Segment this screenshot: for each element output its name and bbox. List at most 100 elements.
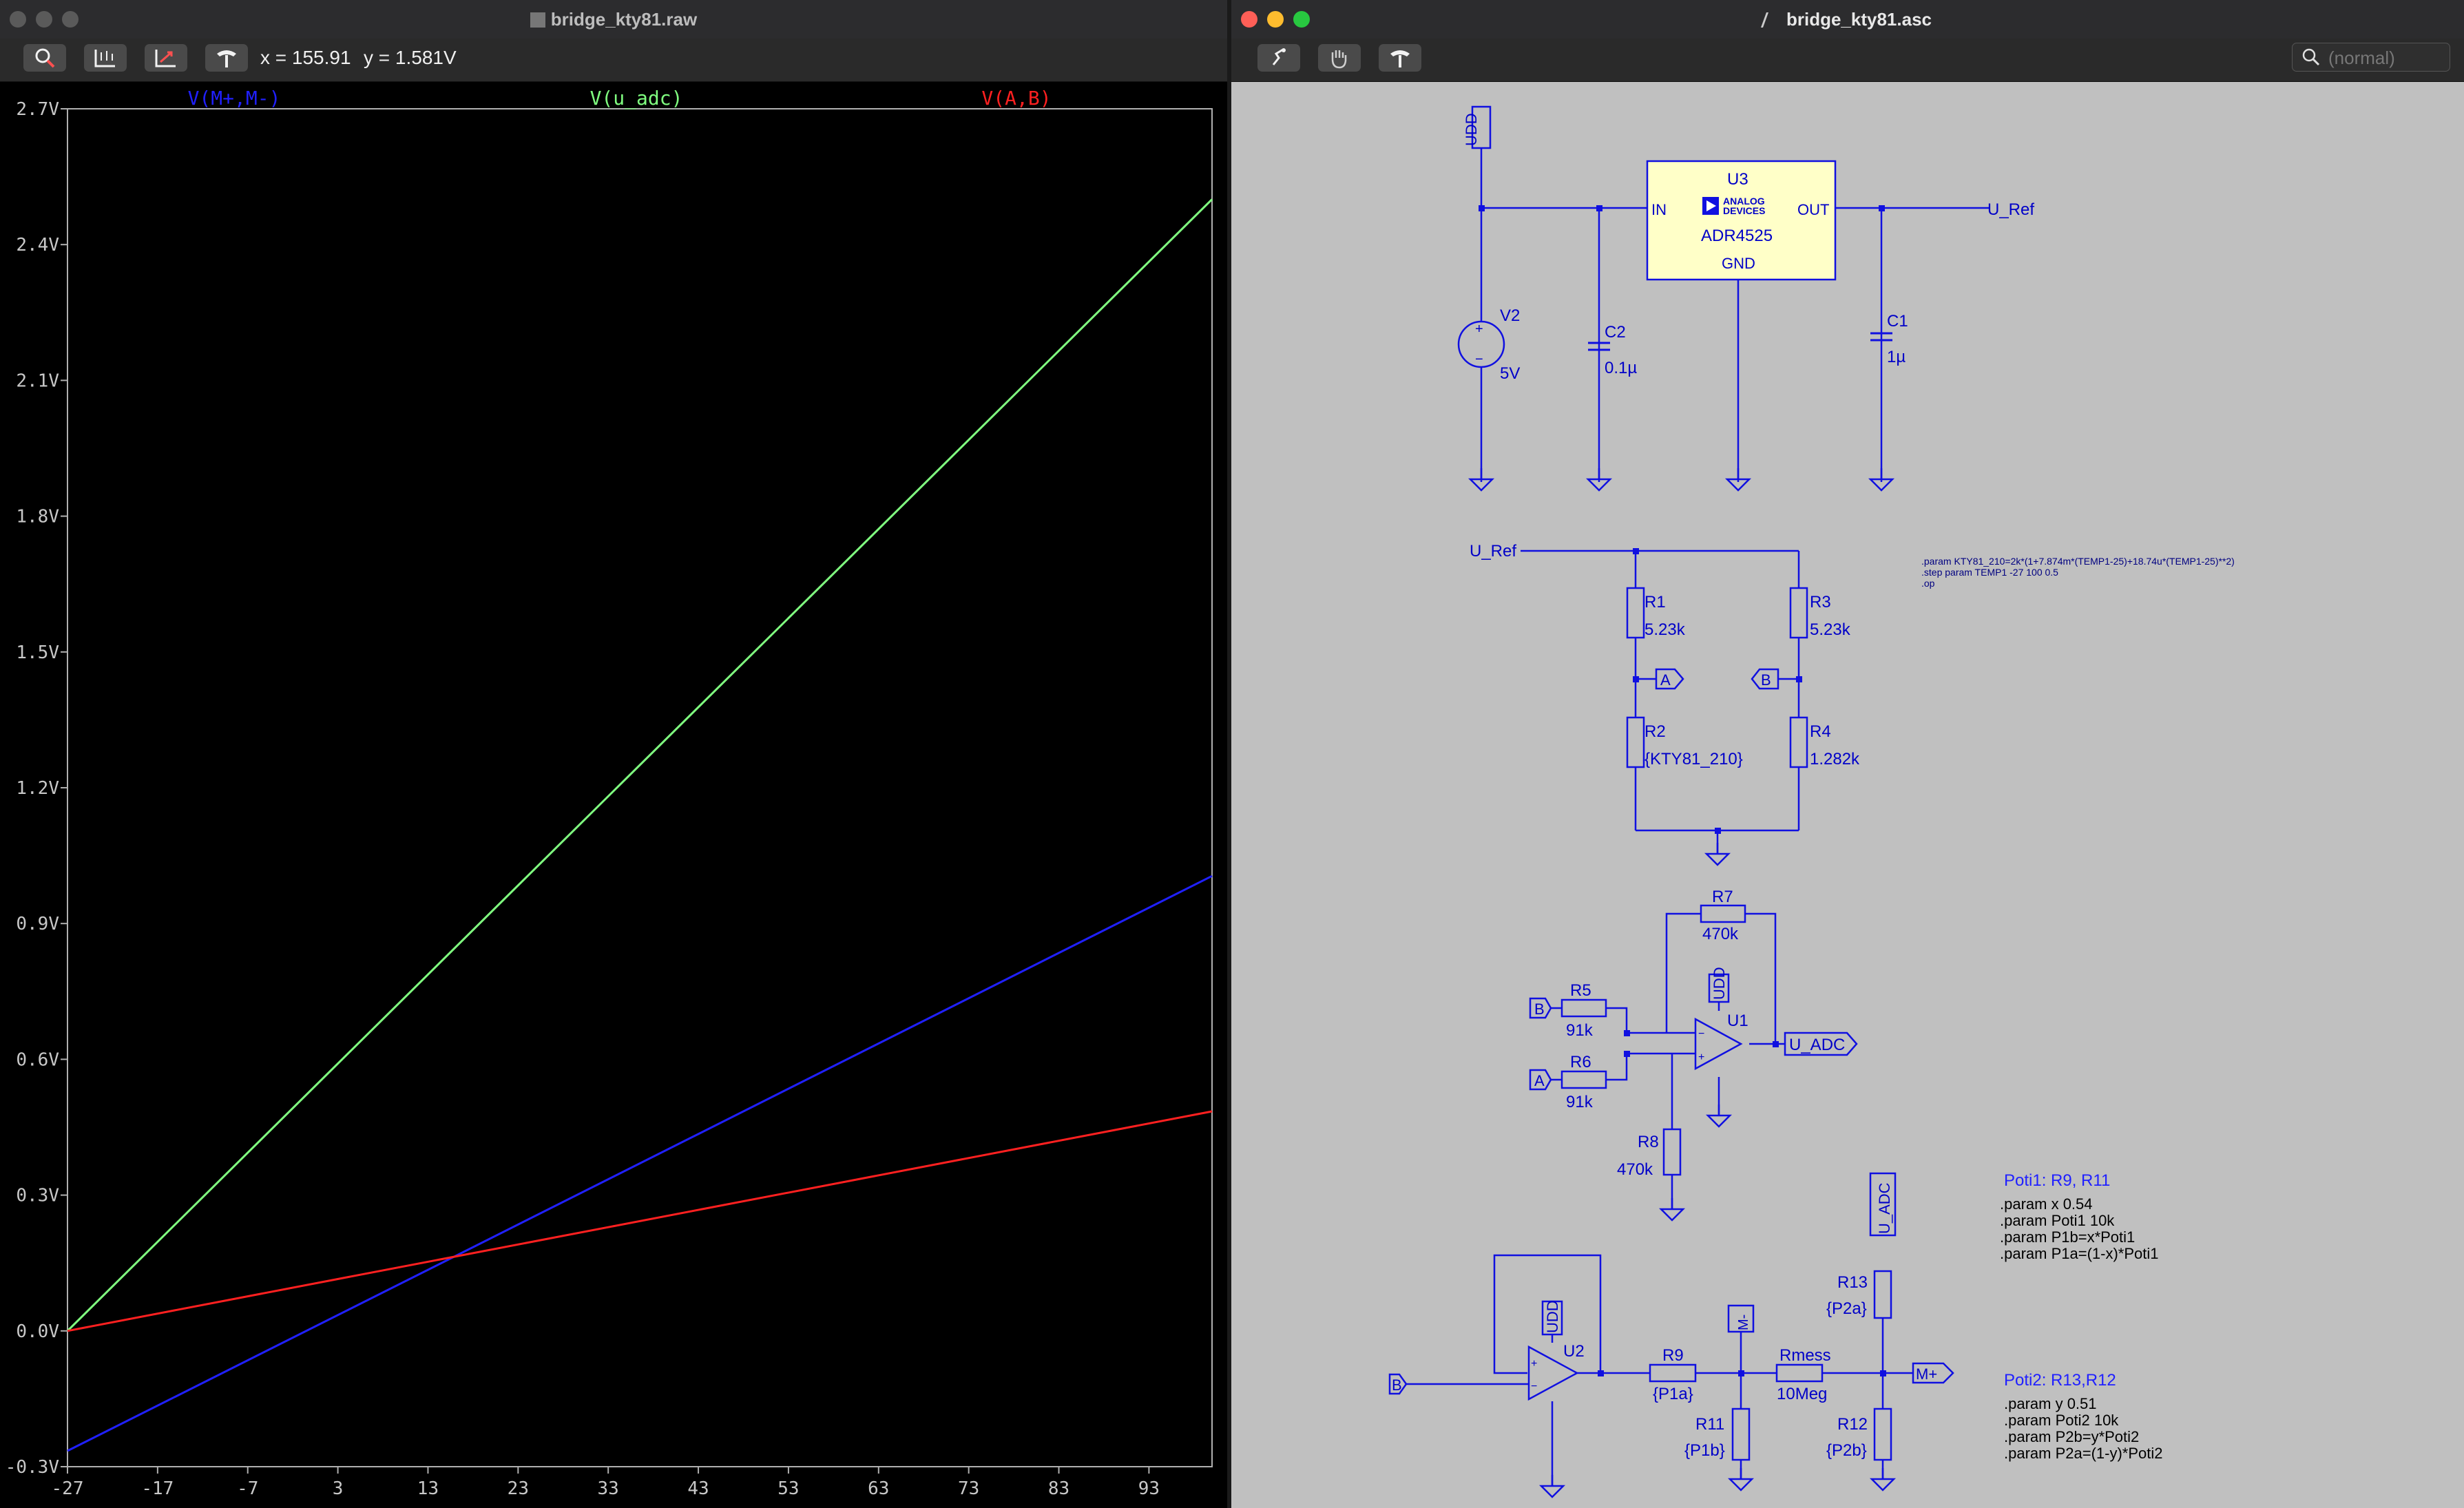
waveform-titlebar[interactable]: bridge_kty81.raw xyxy=(0,0,1227,39)
legend-entry[interactable]: V(A,B) xyxy=(981,87,1051,109)
c2-plates[interactable] xyxy=(1588,342,1610,351)
series-line[interactable] xyxy=(66,198,1213,1332)
close-button[interactable] xyxy=(1241,11,1257,28)
v2-source[interactable] xyxy=(1457,320,1505,368)
r12-value: {P2b} xyxy=(1826,1441,1867,1460)
ground-icon xyxy=(1705,841,1730,866)
r5-body[interactable] xyxy=(1560,998,1607,1018)
run-button[interactable] xyxy=(1257,44,1300,72)
x-tick-label: 73 xyxy=(958,1478,979,1499)
ground-icon xyxy=(1540,1474,1565,1498)
r6-body[interactable] xyxy=(1560,1070,1607,1089)
series-line[interactable] xyxy=(67,1110,1213,1332)
poti1-line: .param Poti1 10k xyxy=(2000,1212,2115,1229)
ground-icon xyxy=(1469,467,1494,492)
waveform-plot[interactable]: 2.7V 2.4V 2.1V 1.8V 1.5V 1.2V 0.9V 0.6V 0.3V 0.0V… xyxy=(0,81,1227,1508)
hammer-button[interactable] xyxy=(1379,44,1421,72)
u1-opamp[interactable] xyxy=(1694,1017,1743,1071)
schematic-toolbar xyxy=(1231,39,2464,82)
v2-label: V2 xyxy=(1500,306,1520,325)
x-tick-label: -7 xyxy=(237,1478,258,1499)
r3-body[interactable] xyxy=(1789,587,1808,639)
net-flag-b[interactable] xyxy=(1751,668,1779,690)
u-adc-flag-vertical[interactable] xyxy=(1869,1172,1897,1237)
r8-value: 470k xyxy=(1617,1160,1653,1179)
y-tick-label: 0.9V xyxy=(16,914,59,934)
schematic-titlebar[interactable]: bridge_kty81.asc xyxy=(1231,0,2464,39)
poti2-line: .param P2a=(1-y)*Poti2 xyxy=(2004,1445,2163,1462)
hammer-button[interactable] xyxy=(205,44,248,72)
poti2-line: .param Poti2 10k xyxy=(2004,1412,2119,1429)
close-button[interactable] xyxy=(10,11,26,28)
net-flag-a[interactable] xyxy=(1655,668,1684,690)
x-tick-label: 53 xyxy=(777,1478,799,1499)
v2-plus: + xyxy=(1475,322,1483,337)
autorange-button[interactable] xyxy=(84,44,127,72)
window-controls xyxy=(10,11,88,31)
r11-body[interactable] xyxy=(1731,1407,1751,1461)
hammer-icon xyxy=(1390,50,1410,67)
y-tick-label: 2.4V xyxy=(16,235,59,255)
r12-body[interactable] xyxy=(1873,1407,1892,1461)
r13-body[interactable] xyxy=(1873,1270,1892,1319)
r4-body[interactable] xyxy=(1789,716,1808,768)
legend-entry[interactable]: V(u_adc) xyxy=(590,87,683,110)
legend-entry[interactable]: V(M+,M-) xyxy=(188,87,281,109)
cursor-y-readout: y = 1.581V xyxy=(364,47,457,68)
r7-value: 470k xyxy=(1702,925,1739,943)
u-adc-flag[interactable] xyxy=(1784,1031,1858,1056)
r2-body[interactable] xyxy=(1626,716,1645,768)
y-tick-label: 0.6V xyxy=(16,1049,59,1070)
window-controls xyxy=(1241,11,1319,31)
net-flag-b-in[interactable] xyxy=(1529,997,1552,1019)
pan-button[interactable] xyxy=(145,44,187,72)
r1-label: R1 xyxy=(1645,593,1666,611)
maximize-button[interactable] xyxy=(1293,11,1310,28)
schematic-canvas[interactable]: UDD U3 IN OUT GND ADR4525 ANALOG DEVICES… xyxy=(1231,81,2464,1508)
net-flag-a-in[interactable] xyxy=(1529,1069,1552,1091)
adi-logo-triangle xyxy=(1706,200,1716,211)
r8-body[interactable] xyxy=(1662,1128,1682,1176)
c1-plates[interactable] xyxy=(1870,332,1892,342)
zoom-button[interactable] xyxy=(23,44,66,72)
m-minus-flag[interactable] xyxy=(1727,1304,1755,1333)
r5-label: R5 xyxy=(1570,981,1591,1000)
udd-flag-u2[interactable] xyxy=(1541,1300,1563,1336)
r9-body[interactable] xyxy=(1649,1363,1697,1383)
udd-flag-u1[interactable] xyxy=(1708,973,1730,1003)
r13-label: R13 xyxy=(1837,1273,1868,1292)
search-field[interactable]: (normal) xyxy=(2292,43,2450,72)
poti2-title: Poti2: R13,R12 xyxy=(2004,1371,2116,1390)
run-icon xyxy=(1272,48,1286,65)
minimize-button[interactable] xyxy=(1267,11,1284,28)
r13-value: {P2a} xyxy=(1826,1299,1867,1318)
rmess-label: Rmess xyxy=(1779,1346,1831,1365)
r3-label: R3 xyxy=(1810,593,1831,611)
r1-body[interactable] xyxy=(1626,587,1645,639)
hand-icon xyxy=(1331,50,1347,69)
legend: V(M+,M-) V(u_adc) V(A,B) xyxy=(188,87,1052,110)
u-ref-label: U_Ref xyxy=(1987,200,2034,219)
net-flag-b-u2[interactable] xyxy=(1388,1373,1408,1395)
rmess-body[interactable] xyxy=(1775,1363,1824,1383)
udd-flag-top[interactable] xyxy=(1471,105,1492,149)
series-line[interactable] xyxy=(67,875,1213,1452)
r12-label: R12 xyxy=(1837,1415,1868,1434)
u3-adr4525[interactable] xyxy=(1646,160,1837,281)
u2-opamp[interactable] xyxy=(1527,1345,1579,1401)
r7-body[interactable] xyxy=(1700,904,1746,923)
minimize-button[interactable] xyxy=(36,11,52,28)
hand-button[interactable] xyxy=(1318,44,1361,72)
adi-logo-text-1: ANALOG xyxy=(1723,196,1765,207)
m-plus-flag[interactable] xyxy=(1912,1362,1954,1384)
poti2-line: .param P2b=y*Poti2 xyxy=(2004,1428,2139,1445)
net-b-label: B xyxy=(1761,671,1771,689)
u3-part-number: ADR4525 xyxy=(1701,227,1773,245)
maximize-button[interactable] xyxy=(62,11,79,28)
udd-u1-label: UDD xyxy=(1711,967,1728,1000)
c2-label: C2 xyxy=(1605,323,1626,342)
r8-label: R8 xyxy=(1638,1133,1659,1151)
poti1-title: Poti1: R9, R11 xyxy=(2004,1171,2110,1190)
ground-icon xyxy=(1660,1197,1684,1222)
u-adc-vertical-label: U_ADC xyxy=(1876,1182,1893,1234)
